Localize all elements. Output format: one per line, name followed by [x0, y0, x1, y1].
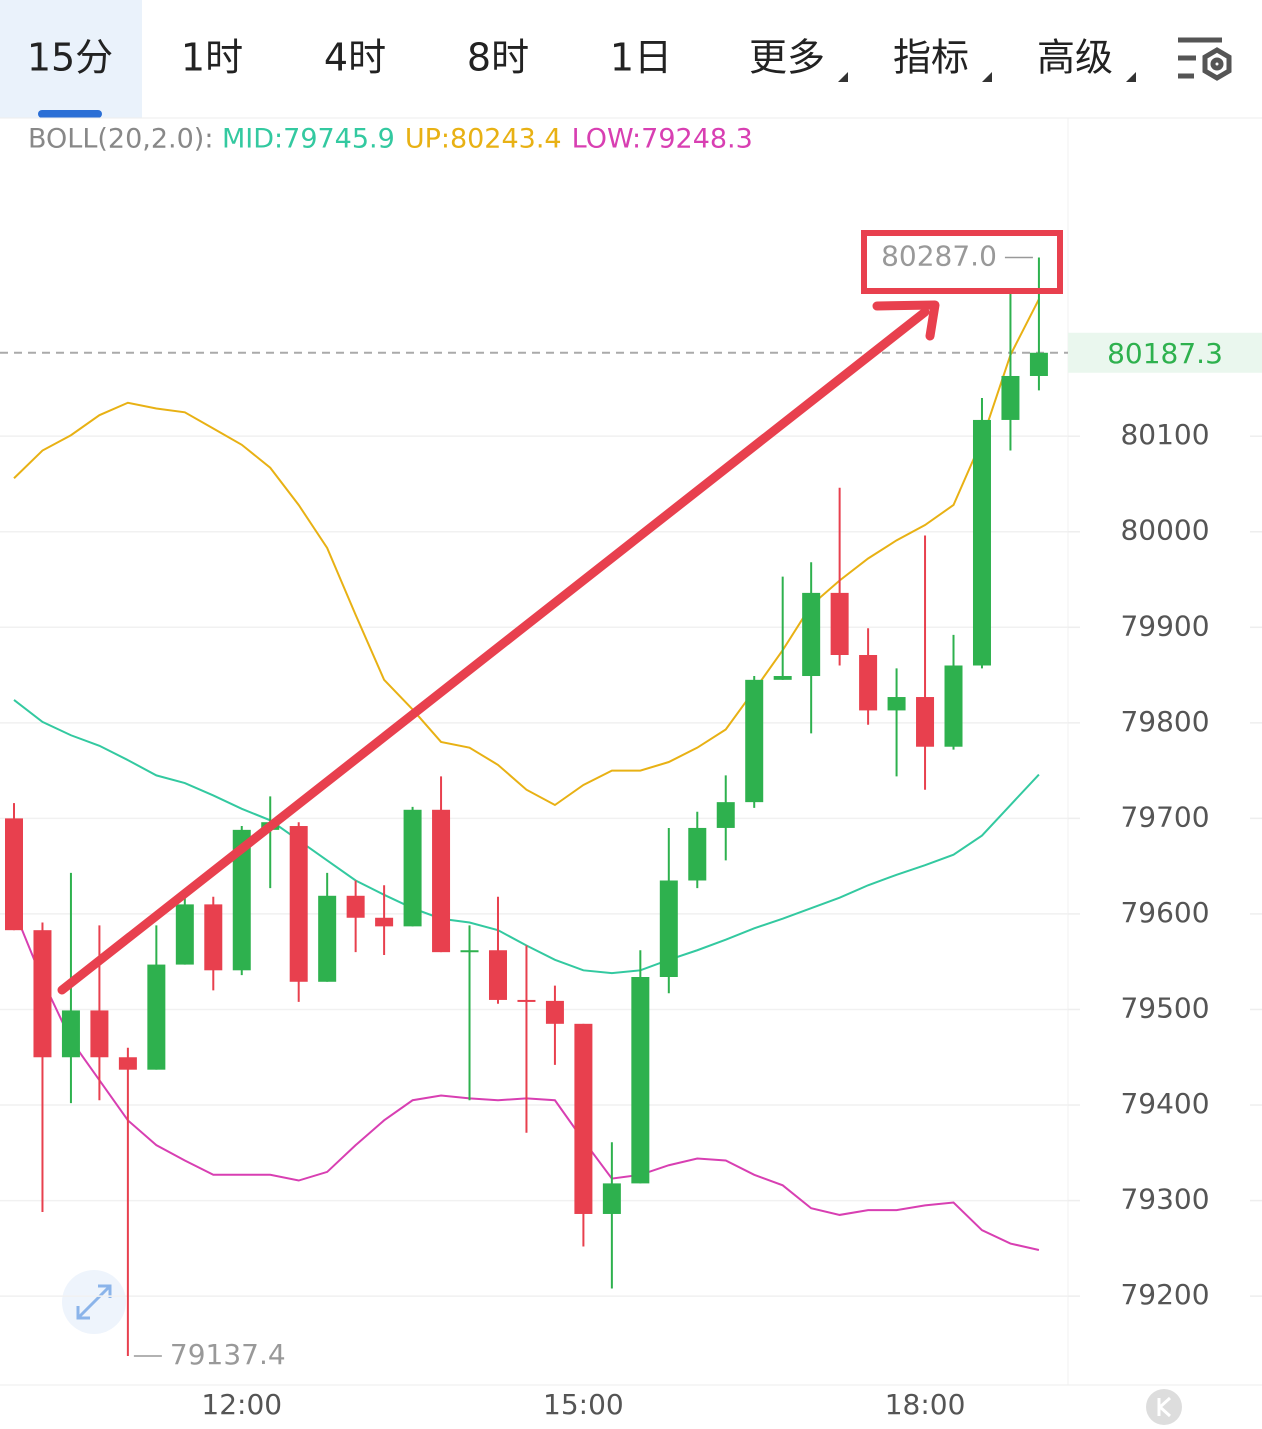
candle-body — [90, 1010, 109, 1058]
candle-body — [659, 880, 678, 977]
legend-entry: UP:80243.4 — [405, 124, 562, 155]
candle-body — [972, 419, 991, 666]
candle-body — [545, 1000, 564, 1024]
y-tick-label: 79900 — [1120, 609, 1209, 642]
candle-body — [118, 1057, 137, 1070]
candle-body — [602, 1183, 621, 1214]
icon-bg — [1146, 1389, 1182, 1425]
x-tick-label: 15:00 — [543, 1388, 624, 1421]
highlight-box — [861, 230, 1063, 294]
candle-body — [716, 802, 735, 828]
icon-arrows — [76, 1284, 112, 1320]
dropdown-mark — [982, 72, 992, 82]
candle-body — [916, 697, 935, 747]
y-tick-label: 79800 — [1120, 705, 1209, 738]
candle-body — [232, 829, 251, 971]
candle-body — [517, 999, 536, 1002]
y-tick-label: 79600 — [1120, 896, 1209, 929]
settings-icon[interactable] — [1178, 37, 1232, 81]
current-price-label: 80187.3 — [1107, 337, 1223, 370]
candle-body — [432, 809, 451, 953]
candle-body — [175, 904, 194, 965]
candle-body — [33, 930, 52, 1058]
candle-body — [802, 592, 821, 677]
icon-dot — [1210, 57, 1224, 71]
candle-body — [773, 676, 792, 680]
boll-line — [13, 298, 1040, 807]
candle-body — [887, 697, 906, 711]
candle-body — [1001, 375, 1020, 420]
candle-body — [204, 904, 223, 971]
y-tick-label: 79200 — [1120, 1278, 1209, 1311]
candle-body — [147, 964, 166, 1070]
candle-body — [375, 917, 394, 927]
candle-body — [318, 895, 337, 982]
x-tick-label: 12:00 — [201, 1388, 282, 1421]
y-tick-label: 79300 — [1120, 1183, 1209, 1216]
icon-k — [1157, 1396, 1172, 1418]
candle-body — [830, 592, 849, 655]
tab-label[interactable]: 高级 — [1037, 36, 1113, 80]
annotation-arrowhead — [872, 300, 940, 341]
dropdown-mark — [1126, 72, 1136, 82]
candle-body — [1029, 352, 1048, 376]
y-tick-label: 80000 — [1120, 514, 1209, 547]
tab-label[interactable]: 1日 — [610, 36, 672, 80]
candle-body — [289, 826, 308, 982]
candle-body — [403, 809, 422, 927]
legend-entry: MID:79745.9 — [222, 124, 395, 155]
candle-body — [460, 950, 479, 953]
max-marker-label: 80287.0 — [881, 240, 997, 273]
y-tick-label: 79700 — [1120, 800, 1209, 833]
candle-body — [859, 654, 878, 711]
tab-label[interactable]: 8时 — [467, 36, 529, 80]
candle-body — [5, 818, 23, 931]
candle-body — [745, 679, 764, 803]
candle-body — [346, 895, 365, 918]
candle-body — [688, 827, 707, 881]
active-tab-indicator — [38, 110, 102, 118]
annotation-arrow — [57, 307, 930, 995]
boll-line — [13, 699, 1040, 975]
current-price-tag — [1068, 332, 1262, 373]
tab-label[interactable]: 指标 — [893, 36, 969, 80]
tab-label[interactable]: 更多 — [749, 36, 825, 80]
y-tick-label: 79400 — [1120, 1087, 1209, 1120]
candle-body — [488, 950, 507, 1000]
icon-hex — [1202, 47, 1232, 81]
candle-body — [574, 1023, 593, 1214]
tab-label[interactable]: 15分 — [27, 36, 113, 80]
y-tick-label: 80100 — [1120, 418, 1209, 451]
min-marker-label: 79137.4 — [170, 1338, 286, 1371]
tab-label[interactable]: 1时 — [181, 36, 243, 80]
tab-label[interactable]: 4时 — [324, 36, 386, 80]
candle-body — [61, 1010, 80, 1058]
expand-icon[interactable] — [62, 1270, 126, 1334]
tab-arrows — [838, 72, 1136, 82]
candle-body — [944, 665, 963, 747]
dropdown-mark — [838, 72, 848, 82]
active-tab-bg — [0, 0, 142, 118]
x-tick-label: 18:00 — [885, 1388, 966, 1421]
k-icon[interactable] — [1146, 1389, 1182, 1425]
candle-body — [631, 976, 650, 1184]
y-tick-label: 79500 — [1120, 991, 1209, 1024]
indicator-label: BOLL(20,2.0): — [28, 124, 213, 155]
legend-entry: LOW:79248.3 — [572, 124, 753, 155]
